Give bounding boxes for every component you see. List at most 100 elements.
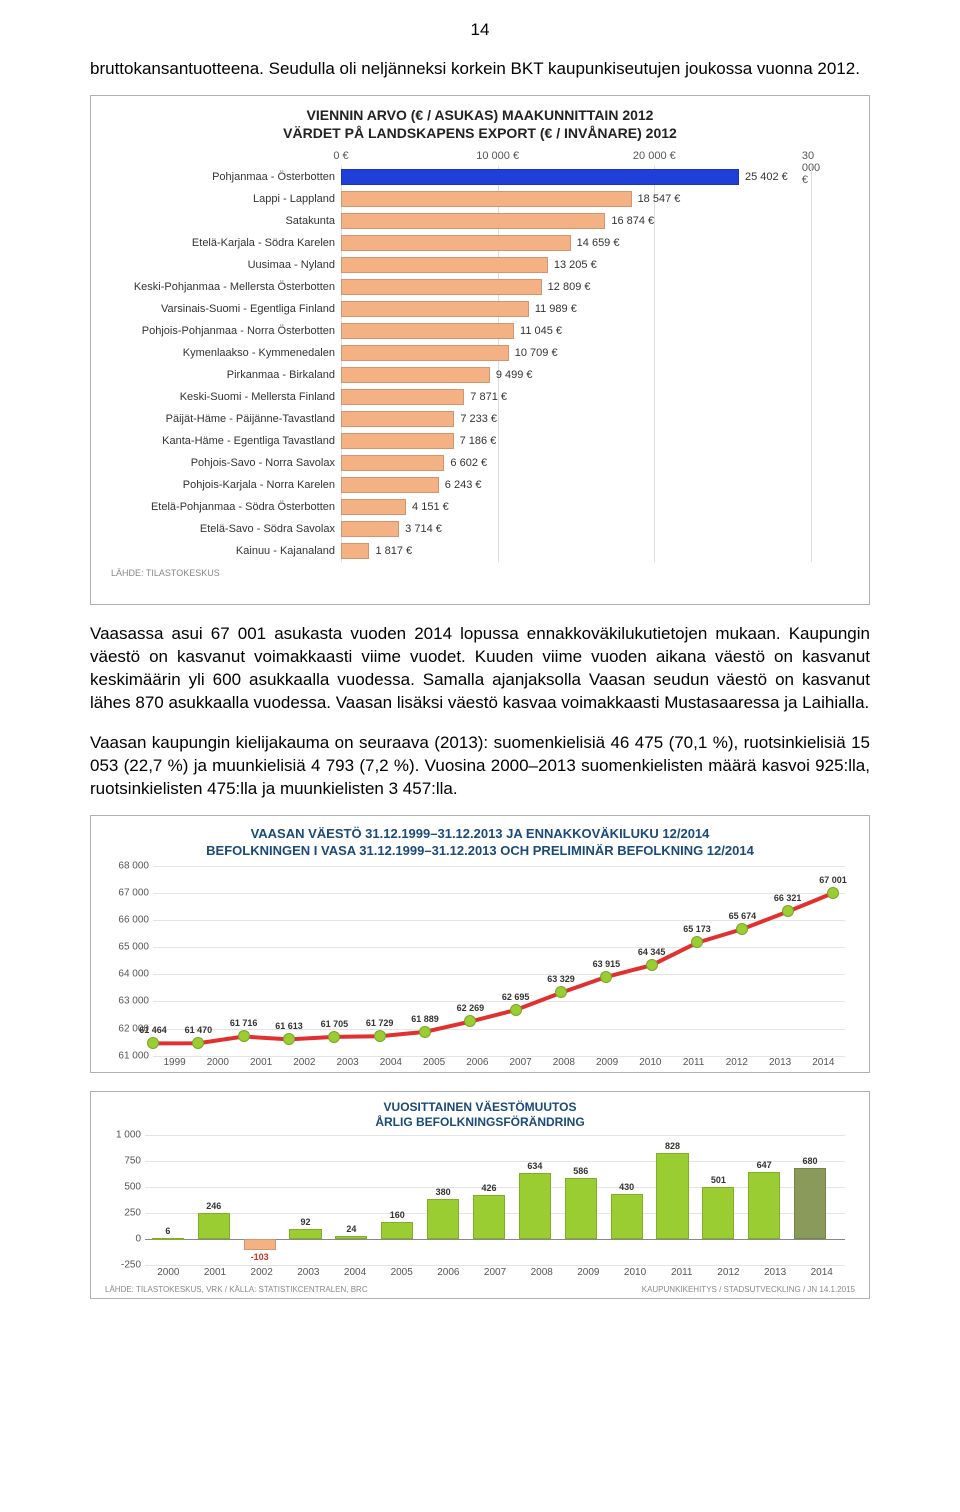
- bar-value: 18 547 €: [632, 191, 681, 207]
- linechart-xtick: 2009: [586, 1057, 629, 1068]
- col-bar: [289, 1229, 321, 1239]
- line-point-label: 61 729: [366, 1018, 394, 1028]
- linechart-xtick: 2008: [542, 1057, 585, 1068]
- population-line-chart: VAASAN VÄESTÖ 31.12.1999–31.12.2013 JA E…: [90, 815, 870, 1073]
- col-bar: [381, 1222, 413, 1239]
- col-bar-label: -103: [251, 1252, 269, 1262]
- bar-label: Etelä-Karjala - Södra Karelen: [111, 237, 341, 249]
- bar-fill: [341, 301, 529, 317]
- colchart-xtick: 2004: [332, 1267, 379, 1278]
- linechart-title: VAASAN VÄESTÖ 31.12.1999–31.12.2013 JA E…: [105, 826, 855, 860]
- line-point-label: 65 674: [729, 911, 757, 921]
- line-point: [691, 936, 703, 948]
- line-point-label: 63 329: [547, 974, 575, 984]
- linechart-xtick: 2001: [240, 1057, 283, 1068]
- bar-row: Etelä-Pohjanmaa - Södra Österbotten4 151…: [111, 496, 849, 518]
- bar-label: Uusimaa - Nyland: [111, 259, 341, 271]
- linechart-plot: 61 00062 00063 00064 00065 00066 00067 0…: [153, 866, 845, 1057]
- col-bar-label: 426: [481, 1183, 496, 1193]
- colchart-xtick: 2010: [612, 1267, 659, 1278]
- bar-fill: [341, 477, 439, 493]
- colchart-ytick: 0: [105, 1233, 141, 1244]
- line-point: [736, 923, 748, 935]
- linechart-ytick: 68 000: [105, 860, 149, 871]
- linechart-xtick: 2012: [715, 1057, 758, 1068]
- col-bar-label: 586: [573, 1166, 588, 1176]
- col-bar-label: 6: [165, 1226, 170, 1236]
- bar-value: 7 186 €: [454, 433, 497, 449]
- barchart-source: LÄHDE: TILASTOKESKUS: [111, 568, 849, 578]
- col-bar-label: 92: [301, 1217, 311, 1227]
- bar-label: Keski-Suomi - Mellersta Finland: [111, 391, 341, 403]
- colchart-title-line2: ÅRLIG BEFOLKNINGSFÖRÄNDRING: [105, 1115, 855, 1131]
- colchart-xtick: 2013: [752, 1267, 799, 1278]
- page-number: 14: [90, 20, 870, 40]
- bar-label: Pohjois-Karjala - Norra Karelen: [111, 479, 341, 491]
- col-bar-label: 160: [390, 1210, 405, 1220]
- line-point: [374, 1030, 386, 1042]
- bar-row: Pohjois-Savo - Norra Savolax6 602 €: [111, 452, 849, 474]
- bar-row: Lappi - Lappland18 547 €: [111, 188, 849, 210]
- bar-row: Etelä-Savo - Södra Savolax3 714 €: [111, 518, 849, 540]
- bar-value: 16 874 €: [605, 213, 654, 229]
- bar-fill: [341, 235, 571, 251]
- colchart-xtick: 2000: [145, 1267, 192, 1278]
- bar-value: 6 243 €: [439, 477, 482, 493]
- line-point-label: 61 470: [185, 1025, 213, 1035]
- line-point: [600, 971, 612, 983]
- bar-row: Etelä-Karjala - Södra Karelen14 659 €: [111, 232, 849, 254]
- col-bar-label: 647: [757, 1160, 772, 1170]
- bar-row: Kymenlaakso - Kymmenedalen10 709 €: [111, 342, 849, 364]
- line-point-label: 64 345: [638, 947, 666, 957]
- colchart-xtick: 2005: [378, 1267, 425, 1278]
- col-bar: [519, 1173, 551, 1239]
- line-point-label: 62 695: [502, 992, 530, 1002]
- col-bar: [427, 1199, 459, 1239]
- colchart-source-left: LÄHDE: TILASTOKESKUS, VRK / KÄLLA: STATI…: [105, 1285, 368, 1294]
- barchart-xtick: 10 000 €: [476, 150, 519, 162]
- line-point: [419, 1026, 431, 1038]
- line-point: [192, 1037, 204, 1049]
- barchart-title-line2: VÄRDET PÅ LANDSKAPENS EXPORT (€ / INVÅNA…: [111, 124, 849, 142]
- bar-value: 11 045 €: [514, 323, 562, 339]
- paragraph-3: Vaasan kaupungin kielijakauma on seuraav…: [90, 732, 870, 801]
- line-point: [238, 1030, 250, 1042]
- bar-fill: [341, 257, 548, 273]
- line-point: [510, 1004, 522, 1016]
- line-point-label: 67 001: [819, 875, 847, 885]
- linechart-xtick: 2007: [499, 1057, 542, 1068]
- bar-fill: [341, 367, 490, 383]
- bar-fill: [341, 279, 542, 295]
- line-point: [555, 986, 567, 998]
- bar-value: 13 205 €: [548, 257, 597, 273]
- line-point-label: 61 464: [139, 1025, 167, 1035]
- col-bar-label: 24: [346, 1224, 356, 1234]
- bar-value: 11 989 €: [529, 301, 577, 317]
- colchart-ytick: 750: [105, 1155, 141, 1166]
- linechart-xtick: 2003: [326, 1057, 369, 1068]
- bar-label: Pohjanmaa - Österbotten: [111, 171, 341, 183]
- bar-label: Kainuu - Kajanaland: [111, 545, 341, 557]
- line-point: [283, 1033, 295, 1045]
- bar-fill: [341, 389, 464, 405]
- col-bar-label: 634: [527, 1161, 542, 1171]
- bar-row: Keski-Pohjanmaa - Mellersta Österbotten1…: [111, 276, 849, 298]
- colchart-xtick: 2003: [285, 1267, 332, 1278]
- colchart-xaxis: 2000200120022003200420052006200720082009…: [145, 1267, 845, 1278]
- line-point: [328, 1031, 340, 1043]
- colchart-xtick: 2014: [798, 1267, 845, 1278]
- bar-row: Uusimaa - Nyland 13 205 €: [111, 254, 849, 276]
- line-point-label: 66 321: [774, 893, 802, 903]
- colchart-plot: -25002505007501 0006246-1039224160380426…: [145, 1135, 845, 1265]
- linechart-ytick: 67 000: [105, 887, 149, 898]
- col-bar-label: 828: [665, 1141, 680, 1151]
- bar-label: Päijät-Häme - Päijänne-Tavastland: [111, 413, 341, 425]
- document-page: 14 bruttokansantuotteena. Seudulla oli n…: [0, 0, 960, 1337]
- linechart-ytick: 65 000: [105, 942, 149, 953]
- linechart-xaxis: 1999200020012002200320042005200620072008…: [153, 1057, 845, 1068]
- barchart-title: VIENNIN ARVO (€ / ASUKAS) MAAKUNNITTAIN …: [111, 106, 849, 142]
- bar-fill: [341, 345, 509, 361]
- bar-value: 7 233 €: [454, 411, 497, 427]
- bar-fill: [341, 191, 632, 207]
- line-point: [464, 1015, 476, 1027]
